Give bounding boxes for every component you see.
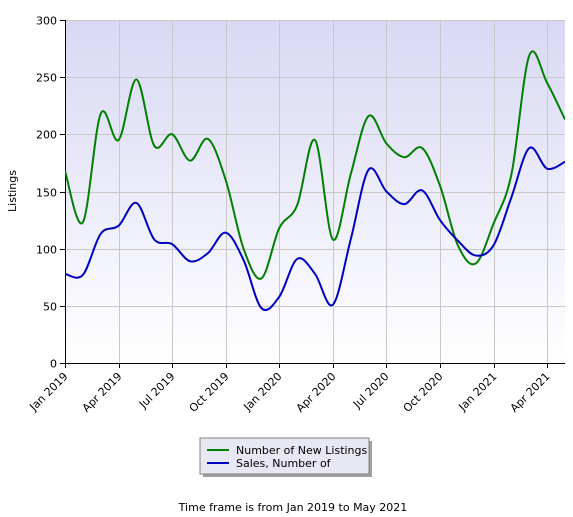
x-tick-label: Jul 2019 xyxy=(136,370,178,412)
y-tick-label: 50 xyxy=(43,301,57,314)
legend-label-new-listings: Number of New Listings xyxy=(236,444,368,457)
plot-area xyxy=(65,20,565,363)
timeframe-caption: Time frame is from Jan 2019 to May 2021 xyxy=(178,501,408,514)
y-tick-label: 250 xyxy=(36,72,57,85)
y-tick-label: 300 xyxy=(36,15,57,28)
x-tick-label: Jan 2019 xyxy=(26,370,70,414)
y-tick-label: 200 xyxy=(36,129,57,142)
x-tick-label: Apr 2020 xyxy=(294,370,339,415)
legend: Number of New Listings Sales, Number of xyxy=(199,437,372,477)
axes xyxy=(60,20,565,368)
legend-label-sales: Sales, Number of xyxy=(236,457,332,470)
series-line-sales xyxy=(65,146,565,312)
x-tick-label: Apr 2021 xyxy=(508,370,553,415)
x-tick-label: Oct 2020 xyxy=(401,370,446,415)
x-tick-label: Apr 2019 xyxy=(80,370,125,415)
x-tick-label: Oct 2019 xyxy=(187,370,232,415)
y-tick-label: 100 xyxy=(36,244,57,257)
x-tick-label: Jan 2021 xyxy=(455,370,499,414)
y-axis-title: Listings xyxy=(6,170,19,212)
x-tick-label: Jul 2020 xyxy=(350,370,392,412)
legend-box xyxy=(199,437,370,475)
x-tick-label: Jan 2020 xyxy=(240,370,284,414)
series-lines xyxy=(65,50,565,312)
y-tick-label: 0 xyxy=(50,358,57,371)
y-tick-label: 150 xyxy=(36,187,57,200)
